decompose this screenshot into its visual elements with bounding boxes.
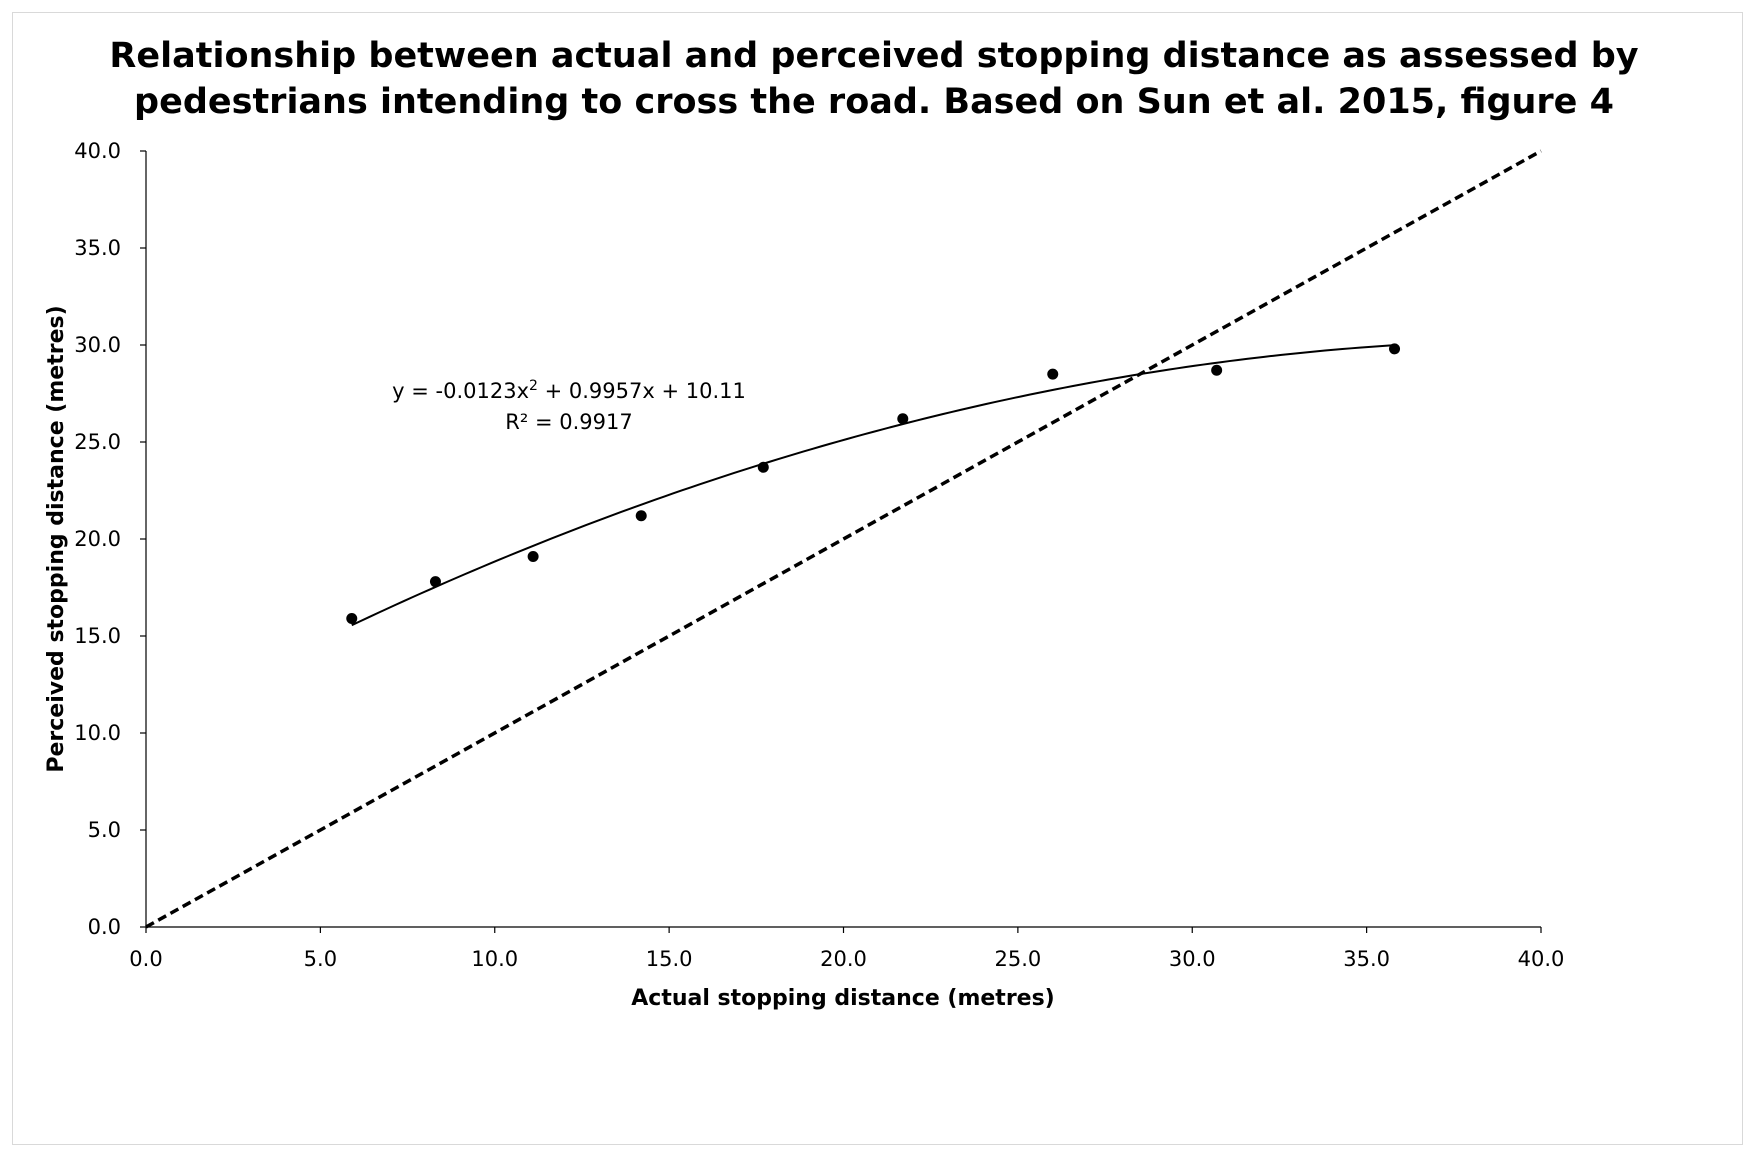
- x-axis-ticks: 0.0 5.0 10.0 15.0 20.0 25.0 30.0 35.0 40.0: [129, 927, 1564, 971]
- equation-part-2: + 0.9957x + 10.11: [538, 379, 746, 403]
- identity-reference-line: [145, 149, 1542, 929]
- y-tick-label: 5.0: [88, 818, 121, 842]
- chart-canvas: Relationship between actual and perceive…: [44, 36, 1639, 1011]
- x-tick-label: 15.0: [646, 947, 693, 971]
- y-tick-label: 0.0: [88, 915, 121, 939]
- chart-title: Relationship between actual and perceive…: [109, 36, 1638, 122]
- trendline-r-squared: R² = 0.9917: [505, 410, 632, 434]
- chart-frame: Relationship between actual and perceive…: [12, 12, 1743, 1145]
- data-point: [757, 461, 769, 473]
- y-tick-label: 30.0: [74, 333, 121, 357]
- data-point: [346, 613, 358, 625]
- data-point: [1047, 368, 1059, 380]
- polynomial-trendline: [351, 344, 1395, 627]
- x-tick-label: 20.0: [820, 947, 867, 971]
- y-axis-ticks: 0.0 5.0 10.0 15.0 20.0 25.0 30.0 35.0 40.0: [74, 139, 146, 939]
- data-point: [897, 413, 909, 425]
- y-tick-label: 20.0: [74, 527, 121, 551]
- chart-title-line-1: Relationship between actual and perceive…: [109, 36, 1638, 76]
- x-tick-label: 30.0: [1169, 947, 1216, 971]
- trendline-equation-text: y = -0.0123x2 + 0.9957x + 10.11: [392, 378, 746, 403]
- y-tick-label: 10.0: [74, 721, 121, 745]
- data-point: [1389, 343, 1401, 355]
- trendline-equation: y = -0.0123x2 + 0.9957x + 10.11 R² = 0.9…: [392, 378, 746, 434]
- x-tick-label: 5.0: [304, 947, 337, 971]
- data-points: [346, 343, 1401, 625]
- data-point: [635, 510, 647, 522]
- x-tick-label: 35.0: [1343, 947, 1390, 971]
- y-tick-label: 40.0: [74, 139, 121, 163]
- y-tick-label: 35.0: [74, 236, 121, 260]
- y-axis-title: Perceived stopping distance (metres): [44, 305, 69, 772]
- y-tick-label: 15.0: [74, 624, 121, 648]
- chart-title-line-2: pedestrians intending to cross the road.…: [134, 82, 1614, 122]
- data-point: [1211, 364, 1223, 376]
- x-tick-label: 40.0: [1518, 947, 1565, 971]
- x-tick-label: 0.0: [129, 947, 162, 971]
- data-point: [527, 550, 539, 562]
- x-axis-title: Actual stopping distance (metres): [631, 986, 1055, 1011]
- x-tick-label: 10.0: [471, 947, 518, 971]
- data-point: [429, 576, 441, 588]
- y-tick-label: 25.0: [74, 430, 121, 454]
- x-tick-label: 25.0: [994, 947, 1041, 971]
- equation-exponent: 2: [529, 378, 538, 394]
- equation-part-1: y = -0.0123x: [392, 379, 529, 403]
